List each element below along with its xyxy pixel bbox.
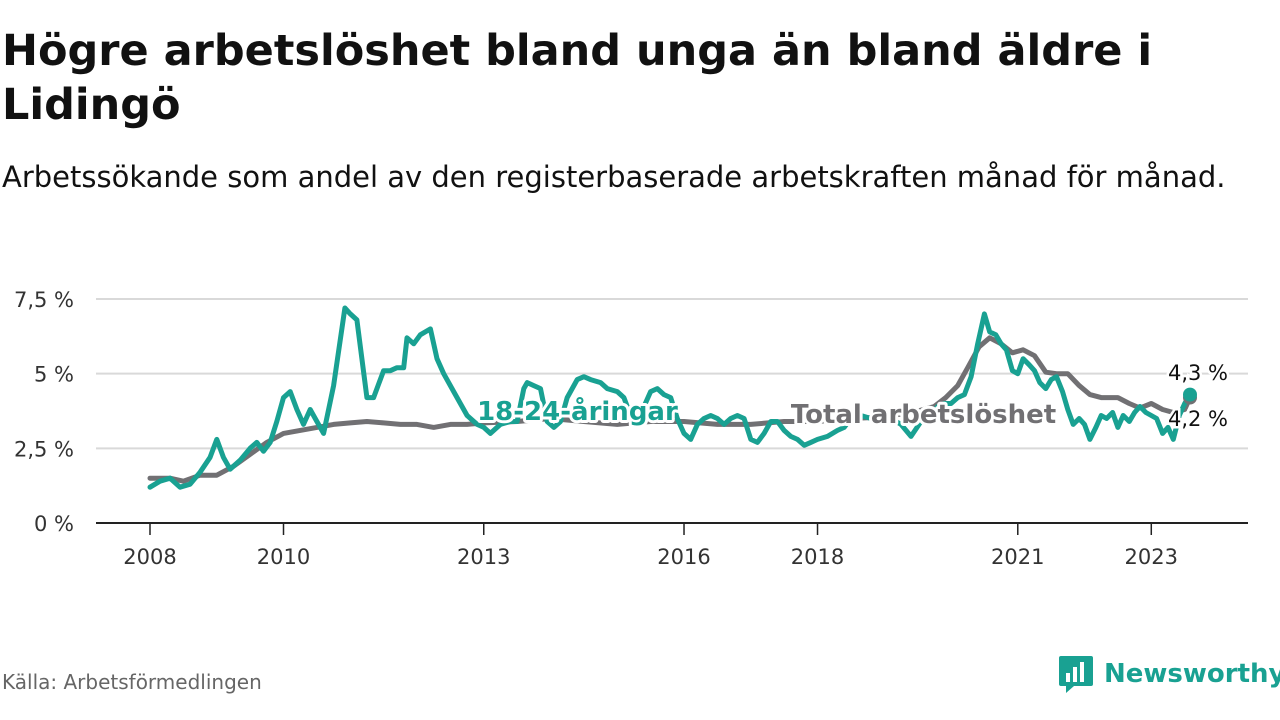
x-tick-label: 2010	[257, 545, 310, 569]
end-labels: 4,2 % 4,3 %	[1165, 359, 1230, 434]
x-tick-label: 2008	[123, 545, 176, 569]
brand-name: Newsworthy	[1104, 659, 1280, 689]
y-tick-label: 0 %	[34, 512, 74, 536]
end-dot-youth	[1183, 387, 1197, 402]
series-lines	[147, 305, 1193, 490]
x-axis: 2008 2010 2013 2016 2018 2021 2023	[96, 522, 1248, 569]
x-tick-label: 2013	[457, 545, 510, 569]
newsworthy-logo-icon	[1059, 656, 1093, 693]
series-line-youth	[147, 305, 1193, 490]
brand[interactable]: Newsworthy	[1058, 654, 1280, 694]
x-tick-label: 2021	[991, 545, 1044, 569]
y-axis: 0 % 2,5 % 5 % 7,5 %	[14, 288, 74, 536]
y-tick-label: 7,5 %	[14, 288, 74, 312]
end-label-youth: 4,3 %	[1168, 361, 1228, 385]
y-tick-label: 2,5 %	[14, 437, 74, 461]
end-label-total: 4,2 %	[1168, 407, 1228, 431]
annotation-total: Total arbetslöshet	[791, 400, 1056, 430]
y-tick-label: 5 %	[34, 363, 74, 387]
page-subtitle: Arbetssökande som andel av den registerb…	[2, 160, 1226, 194]
x-tick-label: 2016	[657, 545, 710, 569]
x-tick-label: 2023	[1125, 545, 1178, 569]
unemployment-line-chart: 0 % 2,5 % 5 % 7,5 % 2008 2010 2013 2016 2018 202…	[14, 288, 1248, 569]
page-title: Högre arbetslöshet bland unga än bland ä…	[2, 26, 1153, 130]
annotation-youth: 18-24-åringar	[477, 395, 678, 427]
series-annotations: 18-24-åringar Total arbetslöshet	[474, 392, 1059, 433]
x-tick-label: 2018	[791, 545, 844, 569]
source-credit: Källa: Arbetsförmedlingen	[2, 670, 262, 694]
